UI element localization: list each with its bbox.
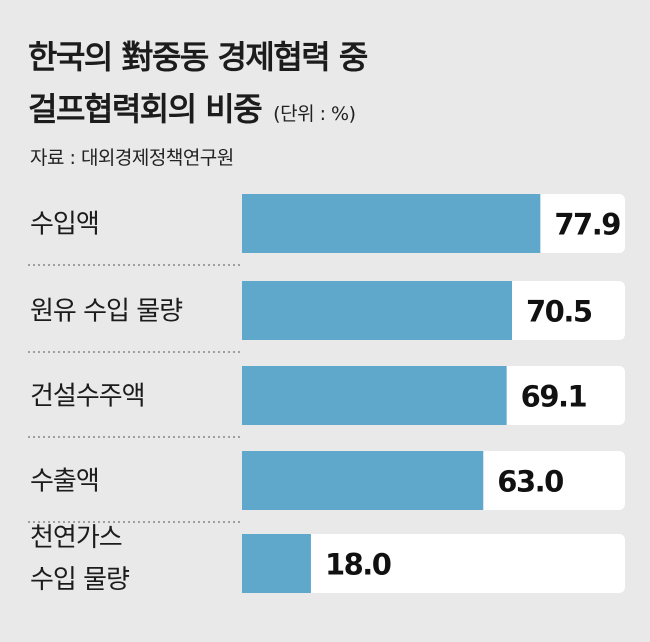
category-label: 수출액 <box>30 467 99 497</box>
category-label: 원유 수입 물량 <box>30 297 183 327</box>
value-label: 69.1 <box>521 380 587 414</box>
chart-title-line2: 걸프협력회의 비중 (단위 : %) <box>28 84 356 130</box>
value-label: 18.0 <box>325 548 391 582</box>
bar <box>242 534 311 593</box>
category-label: 수입액 <box>30 210 99 240</box>
bar <box>242 366 507 425</box>
category-label: 건설수주액 <box>30 382 145 412</box>
bar <box>242 451 484 510</box>
value-label: 77.9 <box>554 208 620 242</box>
value-label: 63.0 <box>497 465 563 499</box>
unit-label: (단위 : %) <box>273 103 356 125</box>
value-label: 70.5 <box>526 295 592 329</box>
chart-title-line2-text: 걸프협력회의 비중 <box>28 90 263 128</box>
bar <box>242 194 541 253</box>
chart-title-line1: 한국의 對중동 경제협력 중 <box>28 38 368 76</box>
bar-track <box>242 534 625 593</box>
bar <box>242 281 513 340</box>
source-note: 자료 : 대외경제정책연구원 <box>30 147 234 169</box>
category-label: 천연가스 수입 물량 <box>30 523 130 595</box>
